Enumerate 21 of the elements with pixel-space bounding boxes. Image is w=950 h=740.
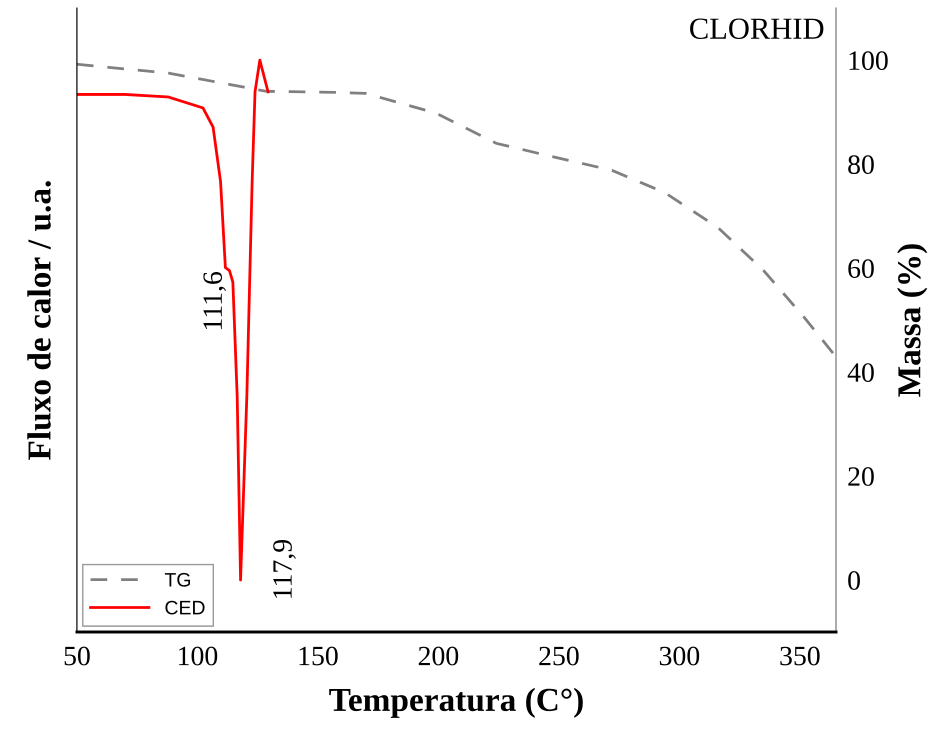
- y-axis-title: Fluxo de calor / u.a.: [27, 181, 51, 460]
- legend-label: TG: [164, 572, 190, 587]
- x-tick-label: 250: [539, 646, 579, 666]
- chart-title: CLORHID: [690, 18, 824, 39]
- x-axis-title: Temperatura (C°): [329, 688, 583, 718]
- x-tick-label: 300: [660, 646, 700, 666]
- annotation: 117,9: [273, 540, 296, 598]
- legend-label: CED: [165, 600, 205, 615]
- x-tick-label: 100: [179, 646, 218, 666]
- y2-tick-label: 100: [850, 51, 888, 70]
- y2-tick-label: 40: [848, 363, 874, 382]
- y2-tick-label: 0: [848, 571, 860, 590]
- y2-tick-label: 60: [848, 259, 874, 278]
- annotation: 111,6: [203, 272, 226, 330]
- x-tick-label: 200: [418, 646, 458, 666]
- x-tick-label: 50: [64, 646, 90, 666]
- y2-tick-label: 20: [848, 467, 874, 486]
- y2-tick-label: 80: [848, 155, 874, 174]
- x-tick-label: 150: [300, 646, 338, 666]
- y2-axis-title: Massa (%): [897, 244, 928, 397]
- x-tick-label: 350: [780, 646, 820, 666]
